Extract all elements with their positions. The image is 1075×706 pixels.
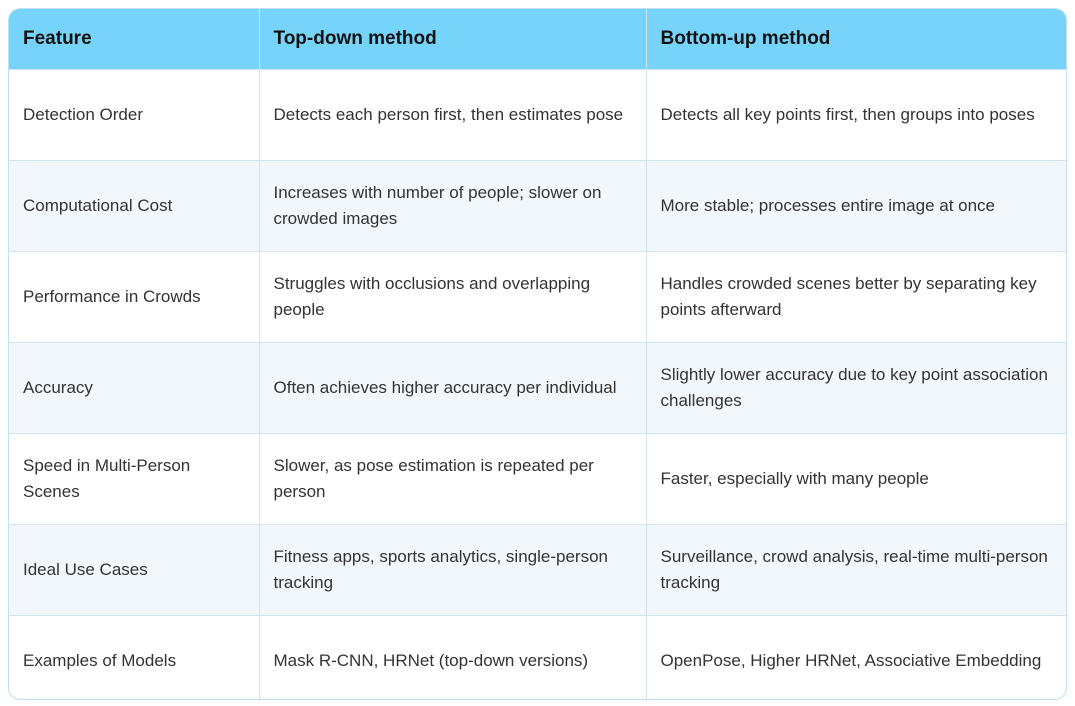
table-frame: Feature Top-down method Bottom-up method D… bbox=[8, 8, 1067, 700]
table-row: Computational Cost Increases with number … bbox=[9, 160, 1066, 252]
feature-cell: Performance in Crowds bbox=[9, 251, 259, 343]
header-cell: Bottom-up method bbox=[645, 9, 1066, 70]
method-cell: Increases with number of people; slower … bbox=[258, 160, 646, 252]
method-cell: Detects each person first, then estimate… bbox=[258, 69, 646, 161]
table-row: Ideal Use Cases Fitness apps, sports anal… bbox=[9, 524, 1066, 616]
method-cell: Often achieves higher accuracy per indiv… bbox=[258, 342, 646, 434]
header-cell: Top-down method bbox=[258, 9, 646, 70]
method-cell: OpenPose, Higher HRNet, Associative Embe… bbox=[645, 615, 1066, 699]
method-cell: Mask R-CNN, HRNet (top-down versions) bbox=[258, 615, 646, 699]
comparison-table: Feature Top-down method Bottom-up method D… bbox=[9, 9, 1066, 699]
header-row: Feature Top-down method Bottom-up method bbox=[9, 9, 1066, 70]
feature-cell: Computational Cost bbox=[9, 160, 259, 252]
table-row: Accuracy Often achieves higher accuracy p… bbox=[9, 342, 1066, 434]
method-cell: Struggles with occlusions and overlappin… bbox=[258, 251, 646, 343]
method-cell: Slower, as pose estimation is repeated p… bbox=[258, 433, 646, 525]
method-cell: Surveillance, crowd analysis, real-time … bbox=[645, 524, 1066, 616]
method-cell: Handles crowded scenes better by separat… bbox=[645, 251, 1066, 343]
method-cell: Slightly lower accuracy due to key point… bbox=[645, 342, 1066, 434]
feature-cell: Speed in Multi-Person Scenes bbox=[9, 433, 259, 525]
table-row: Detection Order Detects each person first… bbox=[9, 69, 1066, 161]
feature-cell: Ideal Use Cases bbox=[9, 524, 259, 616]
feature-cell: Examples of Models bbox=[9, 615, 259, 699]
feature-cell: Accuracy bbox=[9, 342, 259, 434]
feature-cell: Detection Order bbox=[9, 69, 259, 161]
method-cell: Faster, especially with many people bbox=[645, 433, 1066, 525]
method-cell: More stable; processes entire image at o… bbox=[645, 160, 1066, 252]
method-cell: Detects all key points first, then group… bbox=[645, 69, 1066, 161]
table-row: Examples of Models Mask R-CNN, HRNet (top… bbox=[9, 615, 1066, 699]
header-cell: Feature bbox=[9, 9, 259, 70]
table-row: Speed in Multi-Person Scenes Slower, as p… bbox=[9, 433, 1066, 525]
table-row: Performance in Crowds Struggles with occl… bbox=[9, 251, 1066, 343]
method-cell: Fitness apps, sports analytics, single-p… bbox=[258, 524, 646, 616]
